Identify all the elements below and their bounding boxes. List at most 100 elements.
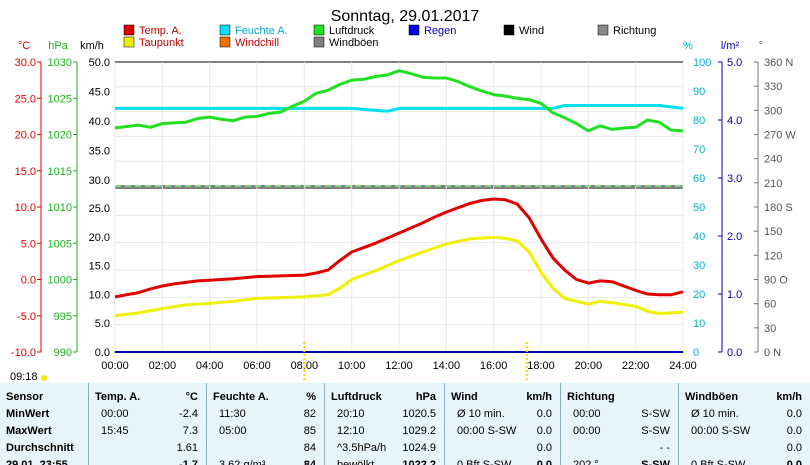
direction-tick-label: 330 — [764, 81, 782, 93]
stats-header: Feuchte A. — [213, 391, 269, 403]
rain-axis-label: l/m² — [721, 40, 740, 52]
stats-cell-value: 7.3 — [182, 425, 198, 437]
wind-tick-label: 10.0 — [89, 289, 110, 301]
temp-tick-label: 10.0 — [15, 202, 36, 214]
pressure-tick-label: 1020 — [48, 130, 72, 142]
stats-header-unit: km/h — [526, 391, 552, 403]
stats-cell-value: -2.4 — [179, 408, 198, 420]
stats-cell-label: 00:00 S-SW — [457, 425, 517, 437]
temp-tick-label: 20.0 — [15, 130, 36, 142]
legend-swatch — [313, 24, 325, 36]
x-tick-label: 02:00 — [149, 360, 177, 372]
stats-cell-label: 29.01. 23:55 — [6, 459, 68, 465]
humidity-tick-label: 30 — [693, 260, 705, 272]
stats-cell-value: 85 — [303, 425, 316, 437]
x-tick-label: 04:00 — [196, 360, 224, 372]
chart-title: Sonntag, 29.01.2017 — [331, 8, 480, 25]
legend-label: Luftdruck — [329, 25, 375, 37]
pressure-tick-label: 1000 — [48, 275, 72, 287]
stats-cell-label: 00:00 — [573, 408, 601, 420]
legend-label: Windböen — [329, 37, 379, 49]
wind-tick-label: 20.0 — [89, 232, 110, 244]
direction-tick-label: 60 — [764, 299, 776, 311]
humidity-tick-label: 60 — [693, 173, 705, 185]
stats-cell-value: 0.0 — [536, 442, 552, 454]
stats-cell-value: 0.0 — [786, 459, 802, 465]
legend-swatch — [123, 24, 135, 36]
stats-header: Sensor — [6, 391, 44, 403]
axes: °C hPa km/h% l/m² ° 30.0 25.0 20.0 15.0 10.0 5.0 0.… — [11, 40, 796, 372]
stats-cell-value: S-SW — [641, 425, 670, 437]
pressure-tick-label: 990 — [54, 347, 72, 359]
direction-tick-label: 150 — [764, 226, 782, 238]
series-line-temp-a- — [114, 197, 684, 299]
wind-tick-label: 30.0 — [89, 175, 110, 187]
direction-tick-label: 210 — [764, 178, 782, 190]
humidity-tick-label: 0 — [693, 347, 699, 359]
rain-tick-label: 2.0 — [727, 231, 742, 243]
stats-cell-label: Durchschnitt — [6, 442, 74, 454]
stats-cell-label: 12:10 — [337, 425, 365, 437]
humidity-tick-label: 40 — [693, 231, 705, 243]
stats-cell-label: ^3.5hPa/h — [337, 442, 387, 454]
current-time: 09:18 — [10, 371, 38, 383]
stats-cell-value: 0.0 — [786, 408, 802, 420]
humidity-tick-label: 90 — [693, 86, 705, 98]
pressure-tick-label: 1005 — [48, 238, 72, 250]
legend-swatch — [408, 24, 420, 36]
x-tick-label: 20:00 — [575, 360, 603, 372]
stats-cell-value: 0.0 — [536, 459, 552, 465]
direction-tick-label: 0 N — [764, 347, 781, 359]
direction-tick-label: 300 — [764, 105, 782, 117]
stats-column: Feuchte A.% 11:30 82 05:00 85 84 3.62 g/m³ 84 — [206, 383, 324, 465]
weather-chart: Sonntag, 29.01.2017 Temp. A. Feuchte A. Lu… — [11, 8, 796, 382]
direction-tick-label: 120 — [764, 250, 782, 262]
stats-cell-label: 20:10 — [337, 408, 365, 420]
stats-header-unit: km/h — [776, 391, 802, 403]
pressure-axis-label: hPa — [48, 40, 68, 52]
direction-tick-label: 270 W — [764, 130, 796, 142]
wind-tick-label: 0.0 — [95, 347, 110, 359]
stats-cell-value: 84 — [303, 442, 316, 454]
temp-tick-label: 15.0 — [15, 166, 36, 178]
stats-cell-label: MaxWert — [6, 425, 52, 437]
wind-tick-label: 5.0 — [95, 318, 110, 330]
wind-tick-label: 15.0 — [89, 261, 110, 273]
x-tick-label: 12:00 — [385, 360, 413, 372]
direction-axis-label: ° — [759, 40, 763, 52]
stats-cell-label: Ø 10 min. — [457, 408, 505, 420]
temp-axis-label: °C — [18, 40, 30, 52]
legend-label: Windchill — [235, 37, 279, 49]
stats-cell-label: 00:00 S-SW — [691, 425, 751, 437]
pressure-tick-label: 1025 — [48, 93, 72, 105]
legend-swatch — [503, 24, 515, 36]
stats-cell-value: 0.0 — [536, 408, 552, 420]
stats-column: Sensor MinWert MaxWert Durchschnitt 29.01. 2… — [0, 383, 87, 465]
stats-cell-value: 0.0 — [786, 425, 802, 437]
stats-cell-value: 1020.5 — [402, 408, 436, 420]
x-tick-label: 06:00 — [243, 360, 271, 372]
direction-tick-label: 90 O — [764, 275, 788, 287]
stats-header: Windböen — [685, 391, 739, 403]
stats-header: Wind — [451, 391, 478, 403]
stats-cell-value: 0.0 — [536, 425, 552, 437]
rain-tick-label: 5.0 — [727, 57, 742, 69]
stats-cell-value: S-SW — [641, 408, 670, 420]
series-line-feuchte-a- — [115, 104, 684, 113]
direction-tick-label: 240 — [764, 154, 782, 166]
x-tick-label: 16:00 — [480, 360, 508, 372]
stats-header-unit: °C — [185, 391, 198, 403]
stats-cell-value: 1.61 — [176, 442, 198, 454]
pressure-tick-label: 1030 — [48, 57, 72, 69]
legend-swatch — [313, 36, 325, 48]
wind-tick-label: 45.0 — [89, 87, 110, 99]
stats-cell-value: 0.0 — [786, 442, 802, 454]
stats-cell-label: 15:45 — [101, 425, 129, 437]
pressure-tick-label: 995 — [54, 311, 72, 323]
humidity-tick-label: 10 — [693, 318, 705, 330]
stats-header: Richtung — [567, 391, 615, 403]
stats-column: Richtung 00:00 S-SW 00:00 S-SW - - 202 ° S-SW — [560, 383, 678, 465]
humidity-tick-label: 70 — [693, 144, 705, 156]
legend-swatch — [123, 36, 135, 48]
pressure-tick-label: 1015 — [48, 166, 72, 178]
